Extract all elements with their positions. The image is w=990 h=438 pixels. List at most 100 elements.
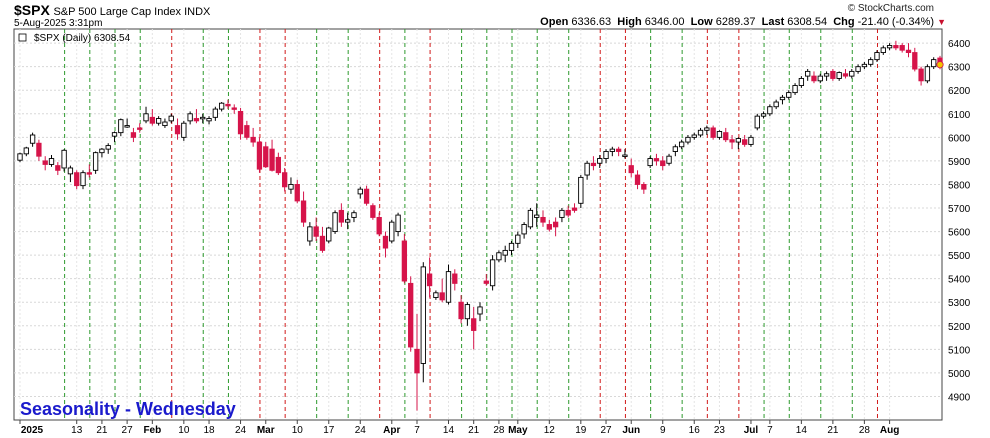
candle <box>817 73 823 84</box>
candle <box>326 226 332 244</box>
x-tick-label: Feb <box>143 425 161 436</box>
candle-body <box>823 73 830 77</box>
candle <box>754 113 760 131</box>
candle-body <box>634 174 641 185</box>
candle <box>641 182 647 194</box>
candle <box>678 139 685 150</box>
x-tick-label: Mar <box>257 425 275 436</box>
candle-body <box>760 113 767 117</box>
candle <box>534 203 540 227</box>
candle <box>849 69 855 79</box>
last-label: Last <box>761 16 785 28</box>
candle <box>86 164 92 178</box>
y-tick-label: 6100 <box>948 110 971 121</box>
candle-body <box>29 134 36 144</box>
candle <box>155 116 162 126</box>
candle <box>578 175 584 209</box>
x-tick-label: 10 <box>292 425 304 436</box>
x-tick-label: 17 <box>323 425 335 436</box>
candle <box>861 61 868 70</box>
candle-body <box>584 162 590 176</box>
candle <box>105 143 111 154</box>
candle <box>880 45 886 55</box>
candle <box>426 257 433 298</box>
candle <box>376 212 382 237</box>
candle-body <box>17 153 23 161</box>
x-tick-label: 27 <box>122 425 134 436</box>
symbol: $SPX <box>14 2 50 18</box>
candle <box>174 118 181 140</box>
candle <box>597 155 603 168</box>
y-tick-label: 6000 <box>948 133 971 144</box>
candle-body <box>565 209 571 216</box>
candle <box>370 203 376 220</box>
candle <box>92 151 99 174</box>
y-tick-label: 5100 <box>948 345 971 356</box>
y-tick-label: 6200 <box>948 86 971 97</box>
candle <box>225 99 231 110</box>
y-tick-label: 6400 <box>948 39 971 50</box>
candle-body <box>338 209 345 223</box>
candle <box>288 177 294 194</box>
y-tick-label: 5800 <box>948 180 971 191</box>
candle-body <box>597 158 603 164</box>
x-tick-label: Aug <box>880 425 899 436</box>
high-value: 6346.00 <box>644 16 685 28</box>
x-tick-label: 7 <box>414 425 420 436</box>
candle-body <box>307 226 313 242</box>
candle <box>546 219 552 232</box>
x-tick-label: Jun <box>622 425 640 436</box>
candle-body <box>256 141 263 170</box>
candle <box>124 118 130 128</box>
candle <box>899 43 905 53</box>
candle-body <box>149 116 155 124</box>
candle-body <box>414 348 420 374</box>
candle <box>590 156 597 171</box>
candle <box>143 106 149 124</box>
candle <box>212 106 218 121</box>
candle <box>779 94 786 105</box>
candle <box>42 156 48 171</box>
brand-watermark: © StockCharts.com <box>847 3 934 14</box>
candle-body <box>622 154 628 157</box>
candle <box>48 155 55 167</box>
candle <box>918 66 924 86</box>
candle-body <box>849 70 855 77</box>
candle-body <box>332 212 338 233</box>
candle <box>603 149 609 164</box>
candle-body <box>250 136 256 143</box>
candle <box>502 245 508 263</box>
candle-body <box>231 107 237 110</box>
candle <box>111 131 118 143</box>
candle-body <box>445 271 452 303</box>
candle-body <box>603 151 609 159</box>
candle <box>483 273 489 286</box>
candle-body <box>678 141 685 148</box>
candle-body <box>86 172 92 175</box>
candle-body <box>155 118 162 124</box>
y-tick-label: 5600 <box>948 228 971 239</box>
candle <box>886 43 893 51</box>
candle <box>218 102 225 112</box>
candle-body <box>742 139 748 145</box>
candle-body <box>905 49 912 54</box>
candle <box>773 99 779 110</box>
candle <box>80 170 86 190</box>
x-tick-label: May <box>508 425 528 436</box>
candle-body <box>924 66 931 82</box>
candle-body <box>830 70 836 79</box>
candle-body <box>370 205 376 218</box>
candle <box>237 107 244 140</box>
candle-body <box>300 200 307 223</box>
candle-body <box>767 106 773 115</box>
candle-body <box>691 134 697 138</box>
candle <box>622 149 628 159</box>
candle <box>647 156 653 168</box>
candle-body <box>382 235 389 249</box>
candle <box>792 83 798 95</box>
candle <box>29 132 36 147</box>
last-value: 6308.54 <box>787 16 828 28</box>
candle <box>565 205 571 218</box>
candle-body <box>433 292 439 298</box>
